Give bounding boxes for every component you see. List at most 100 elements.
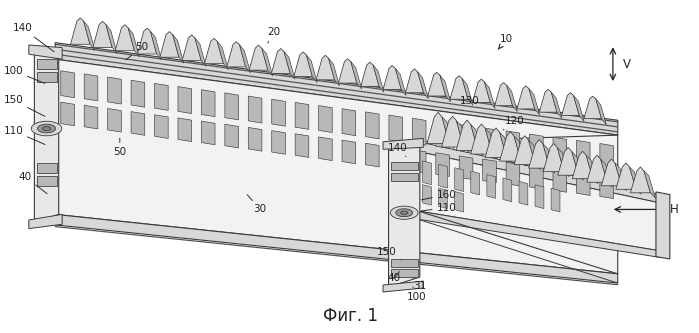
Polygon shape [217, 41, 229, 70]
Polygon shape [473, 79, 490, 103]
Polygon shape [450, 76, 468, 99]
Polygon shape [366, 112, 379, 139]
Polygon shape [553, 137, 567, 164]
Text: 150: 150 [377, 247, 401, 260]
Polygon shape [455, 168, 463, 191]
Polygon shape [34, 51, 59, 223]
Polygon shape [240, 45, 250, 73]
Text: 140: 140 [13, 23, 54, 52]
Text: 100: 100 [407, 287, 426, 302]
Circle shape [396, 209, 412, 217]
Polygon shape [138, 28, 157, 54]
Polygon shape [584, 96, 601, 119]
Text: 140: 140 [388, 143, 408, 157]
Bar [37, 176, 57, 186]
Polygon shape [483, 128, 496, 155]
Bar [391, 259, 419, 267]
Polygon shape [423, 185, 431, 205]
Polygon shape [484, 82, 495, 109]
Polygon shape [383, 281, 424, 292]
Polygon shape [84, 21, 95, 50]
Polygon shape [419, 142, 659, 203]
Polygon shape [294, 52, 312, 77]
Polygon shape [106, 25, 117, 54]
Polygon shape [485, 129, 497, 159]
Polygon shape [389, 140, 420, 287]
Polygon shape [600, 144, 614, 170]
Polygon shape [248, 96, 262, 123]
Polygon shape [248, 128, 262, 151]
Polygon shape [514, 136, 535, 165]
Polygon shape [514, 136, 526, 166]
Polygon shape [530, 166, 543, 189]
Polygon shape [160, 32, 179, 57]
Polygon shape [131, 80, 145, 107]
Polygon shape [644, 171, 655, 198]
Polygon shape [507, 85, 517, 112]
Polygon shape [506, 131, 520, 158]
Polygon shape [272, 131, 285, 154]
Polygon shape [586, 155, 607, 182]
Circle shape [401, 211, 408, 214]
Polygon shape [178, 118, 192, 142]
Polygon shape [586, 156, 598, 184]
Text: 130: 130 [460, 96, 480, 110]
Polygon shape [389, 115, 403, 142]
Polygon shape [225, 93, 238, 120]
Polygon shape [271, 49, 290, 73]
Polygon shape [495, 83, 512, 106]
Polygon shape [55, 43, 618, 135]
Polygon shape [154, 83, 168, 110]
Polygon shape [93, 21, 113, 48]
Polygon shape [295, 134, 309, 158]
Polygon shape [551, 188, 560, 212]
Polygon shape [295, 102, 309, 129]
Circle shape [31, 121, 62, 136]
Polygon shape [29, 45, 62, 59]
Polygon shape [552, 92, 562, 118]
Polygon shape [396, 68, 406, 96]
Polygon shape [361, 62, 379, 86]
Bar [37, 163, 57, 173]
Polygon shape [577, 140, 590, 167]
Bar [391, 269, 419, 277]
Polygon shape [61, 102, 74, 126]
Polygon shape [601, 159, 621, 186]
Polygon shape [29, 214, 62, 228]
Text: 10: 10 [498, 34, 513, 49]
Polygon shape [535, 185, 544, 208]
Polygon shape [412, 118, 426, 145]
Polygon shape [503, 178, 512, 202]
Polygon shape [108, 77, 122, 104]
Polygon shape [423, 161, 431, 185]
Polygon shape [459, 156, 473, 179]
Polygon shape [412, 150, 426, 173]
Circle shape [43, 127, 51, 131]
Text: 150: 150 [3, 96, 45, 116]
Text: 40: 40 [387, 272, 401, 283]
Text: V: V [623, 58, 630, 71]
Polygon shape [529, 89, 540, 115]
Polygon shape [439, 164, 447, 188]
Polygon shape [519, 181, 528, 205]
Polygon shape [205, 38, 224, 64]
Polygon shape [543, 144, 564, 172]
Polygon shape [201, 121, 215, 145]
Circle shape [38, 124, 56, 133]
Polygon shape [553, 168, 567, 192]
Text: 50: 50 [113, 138, 127, 157]
Polygon shape [528, 140, 540, 169]
Polygon shape [558, 148, 579, 175]
Polygon shape [128, 28, 139, 57]
Polygon shape [483, 159, 496, 183]
Polygon shape [543, 144, 555, 173]
Polygon shape [131, 112, 145, 135]
Polygon shape [373, 65, 384, 92]
Text: 20: 20 [268, 27, 280, 43]
Polygon shape [383, 66, 401, 90]
Polygon shape [84, 74, 98, 101]
Polygon shape [600, 175, 614, 198]
Polygon shape [528, 140, 550, 168]
Polygon shape [630, 167, 651, 193]
Polygon shape [419, 211, 659, 257]
